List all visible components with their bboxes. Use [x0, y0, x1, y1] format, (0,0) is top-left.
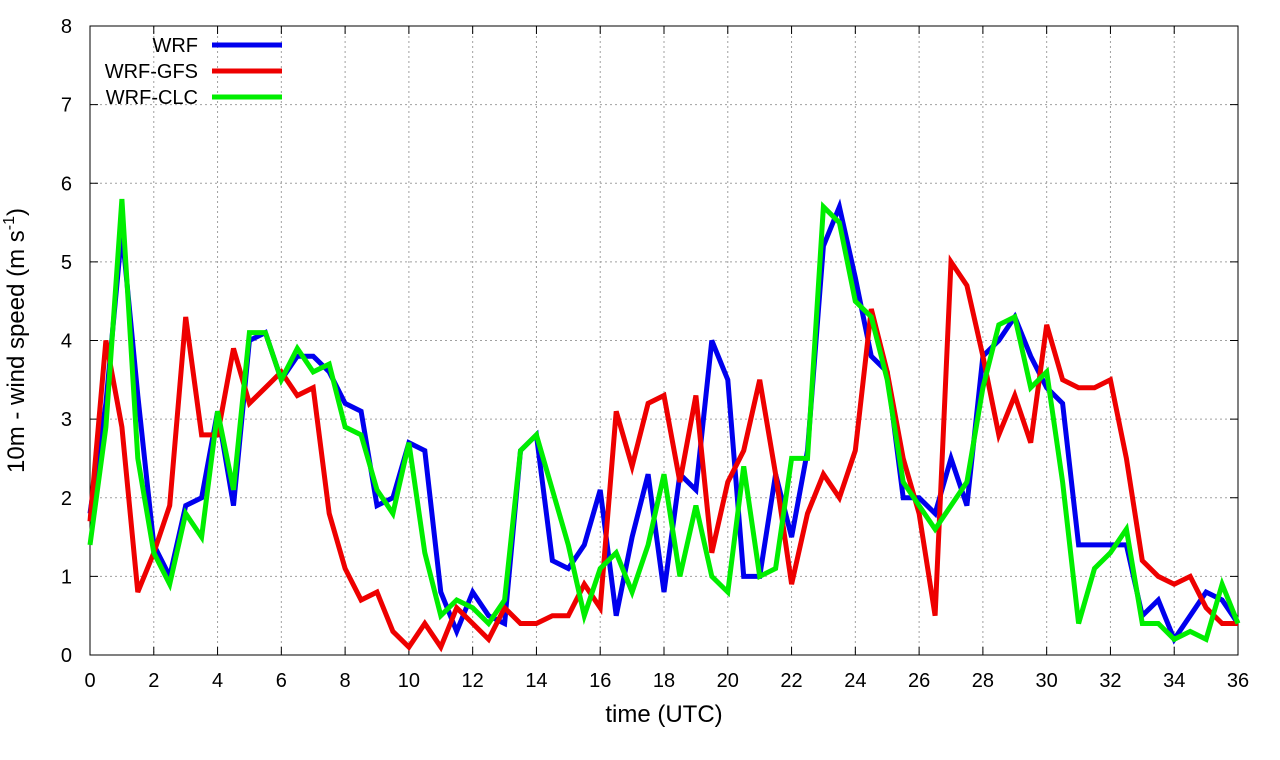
x-tick-label: 28: [972, 670, 994, 692]
y-tick-label: 6: [61, 173, 72, 195]
x-tick-label: 4: [212, 670, 223, 692]
series-layer: [87, 198, 1241, 653]
y-tick-label: 8: [61, 16, 72, 38]
x-tick-label: 0: [84, 670, 95, 692]
x-tick-label: 22: [780, 670, 802, 692]
grid: [90, 26, 1238, 655]
x-tick-label: 6: [276, 670, 287, 692]
legend-label: WRF-CLC: [106, 87, 198, 109]
y-tick-label: 7: [61, 95, 72, 117]
x-tick-label: 12: [462, 670, 484, 692]
legend-label: WRF-GFS: [105, 61, 198, 83]
y-axis-title: 10m - wind speed (m s-1): [1, 208, 30, 473]
x-tick-label: 36: [1227, 670, 1249, 692]
y-axis-title-main: 10m - wind speed (m s: [3, 230, 30, 473]
y-tick-label: 2: [61, 488, 72, 510]
x-tick-label: 24: [844, 670, 866, 692]
series-line-wrf-gfs: [87, 254, 1238, 653]
x-tick-label: 14: [525, 670, 547, 692]
axis-ticks: 0 2 4 6 8 10 12 14 16 18 20 22 24 26 28 30 32 34 360123456…: [61, 16, 1249, 692]
x-tick-label: 32: [1099, 670, 1121, 692]
legend-label: WRF: [152, 35, 198, 57]
x-tick-label: 2: [148, 670, 159, 692]
y-axis-title-end: ): [3, 208, 30, 216]
x-axis-title: time (UTC): [605, 701, 722, 728]
y-tick-label: 0: [61, 645, 72, 667]
x-tick-label: 20: [717, 670, 739, 692]
legend: WRF WRF-GFS WRF-CLC: [105, 35, 282, 109]
x-tick-label: 18: [653, 670, 675, 692]
y-tick-label: 3: [61, 409, 72, 431]
y-axis-title-superscript: -1: [1, 216, 18, 230]
y-tick-label: 1: [61, 566, 72, 588]
x-tick-label: 16: [589, 670, 611, 692]
x-tick-label: 34: [1163, 670, 1185, 692]
y-tick-label: 4: [61, 331, 72, 353]
series-line-wrf-clc: [87, 198, 1241, 643]
x-tick-label: 30: [1036, 670, 1058, 692]
x-tick-label: 8: [340, 670, 351, 692]
x-tick-label: 10: [398, 670, 420, 692]
y-tick-label: 5: [61, 252, 72, 274]
x-tick-label: 26: [908, 670, 930, 692]
